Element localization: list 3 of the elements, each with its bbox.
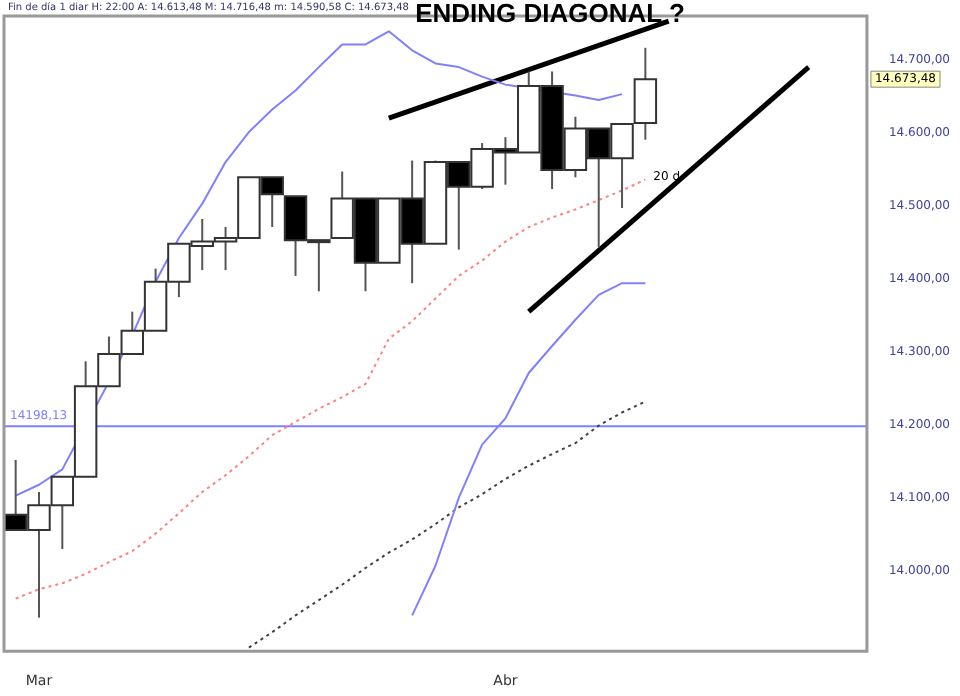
line-series [247, 400, 647, 649]
line-series [14, 178, 647, 600]
chart-title: ENDING DIAGONAL ? [415, 0, 685, 29]
